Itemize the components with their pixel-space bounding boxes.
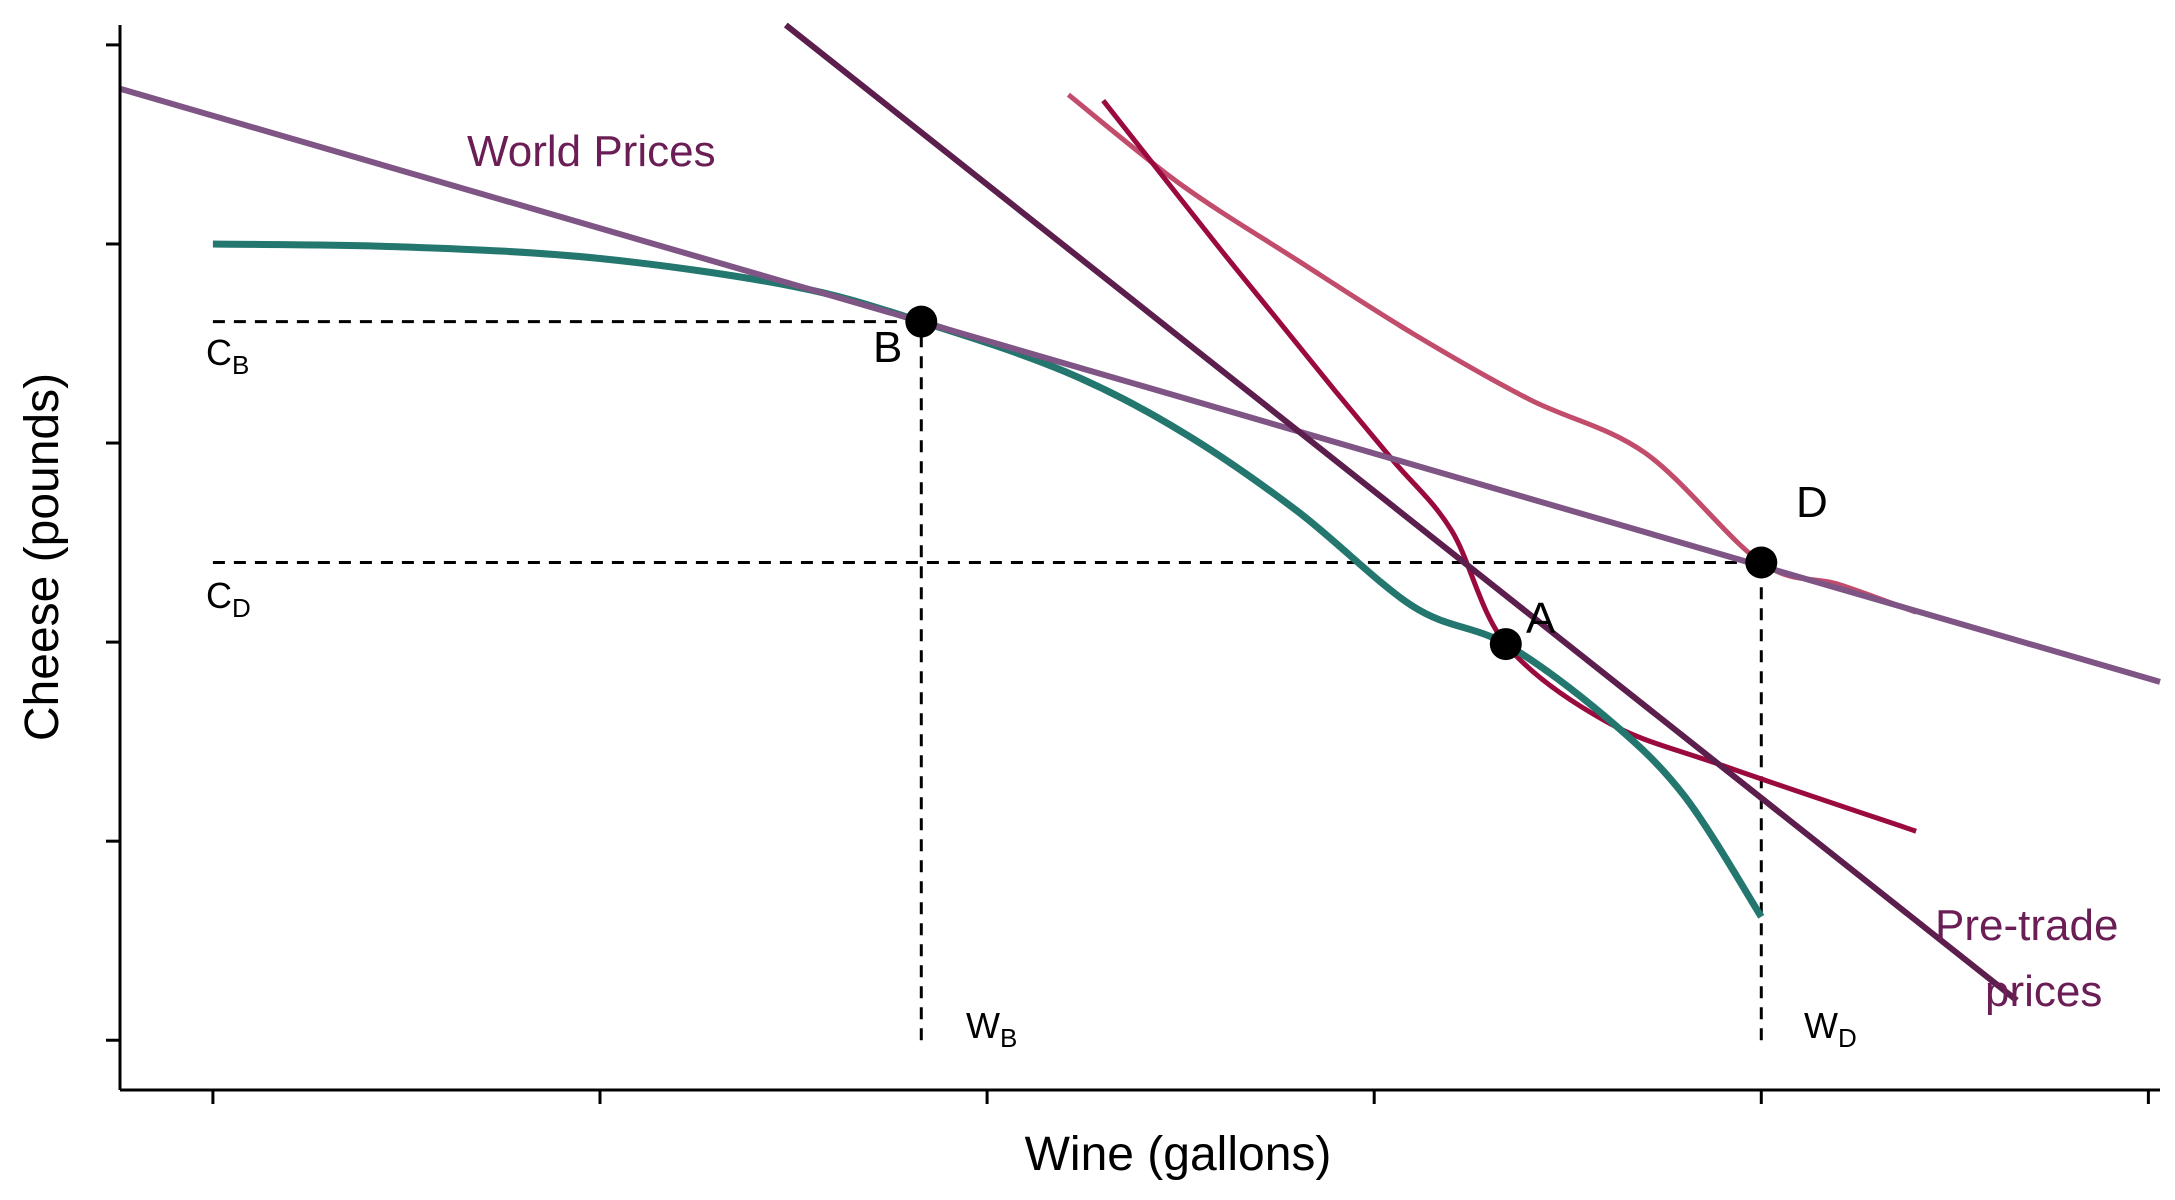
wb-label-sub: B xyxy=(1000,1023,1017,1053)
point-d xyxy=(1745,546,1778,579)
world-price-line xyxy=(119,85,2161,685)
point-label-a: A xyxy=(1526,594,1556,643)
cb-label: CB xyxy=(206,332,249,380)
autarky-price-line xyxy=(783,22,2019,1003)
y-axis-title: Cheese (pounds) xyxy=(16,373,69,741)
world-prices-label: World Prices xyxy=(467,127,716,176)
indifference-curve-through-a xyxy=(1101,99,1917,834)
wd-label: WD xyxy=(1804,1005,1857,1053)
cd-label: CD xyxy=(206,575,251,623)
wd-label-sub: D xyxy=(1838,1023,1857,1053)
wb-label: WB xyxy=(966,1005,1017,1053)
cd-label-sub: D xyxy=(232,593,251,623)
cb-label-main: C xyxy=(206,332,232,373)
cd-label-main: C xyxy=(206,575,232,616)
production-possibilities-frontier xyxy=(212,240,1765,919)
cb-label-sub: B xyxy=(232,350,249,380)
point-b xyxy=(905,305,938,338)
axis-ticks xyxy=(106,43,2150,1104)
pre-trade-label-line1: Pre-trade xyxy=(1935,901,2118,950)
point-label-b: B xyxy=(873,323,902,372)
axes xyxy=(106,25,2160,1104)
wb-label-main: W xyxy=(966,1005,1000,1046)
point-label-d: D xyxy=(1796,478,1828,527)
wd-label-main: W xyxy=(1804,1005,1838,1046)
x-axis-title: Wine (gallons) xyxy=(1025,1128,1332,1181)
point-a xyxy=(1489,628,1522,661)
pre-trade-label-line2: prices xyxy=(1985,967,2102,1016)
plot-area xyxy=(119,22,2161,1041)
